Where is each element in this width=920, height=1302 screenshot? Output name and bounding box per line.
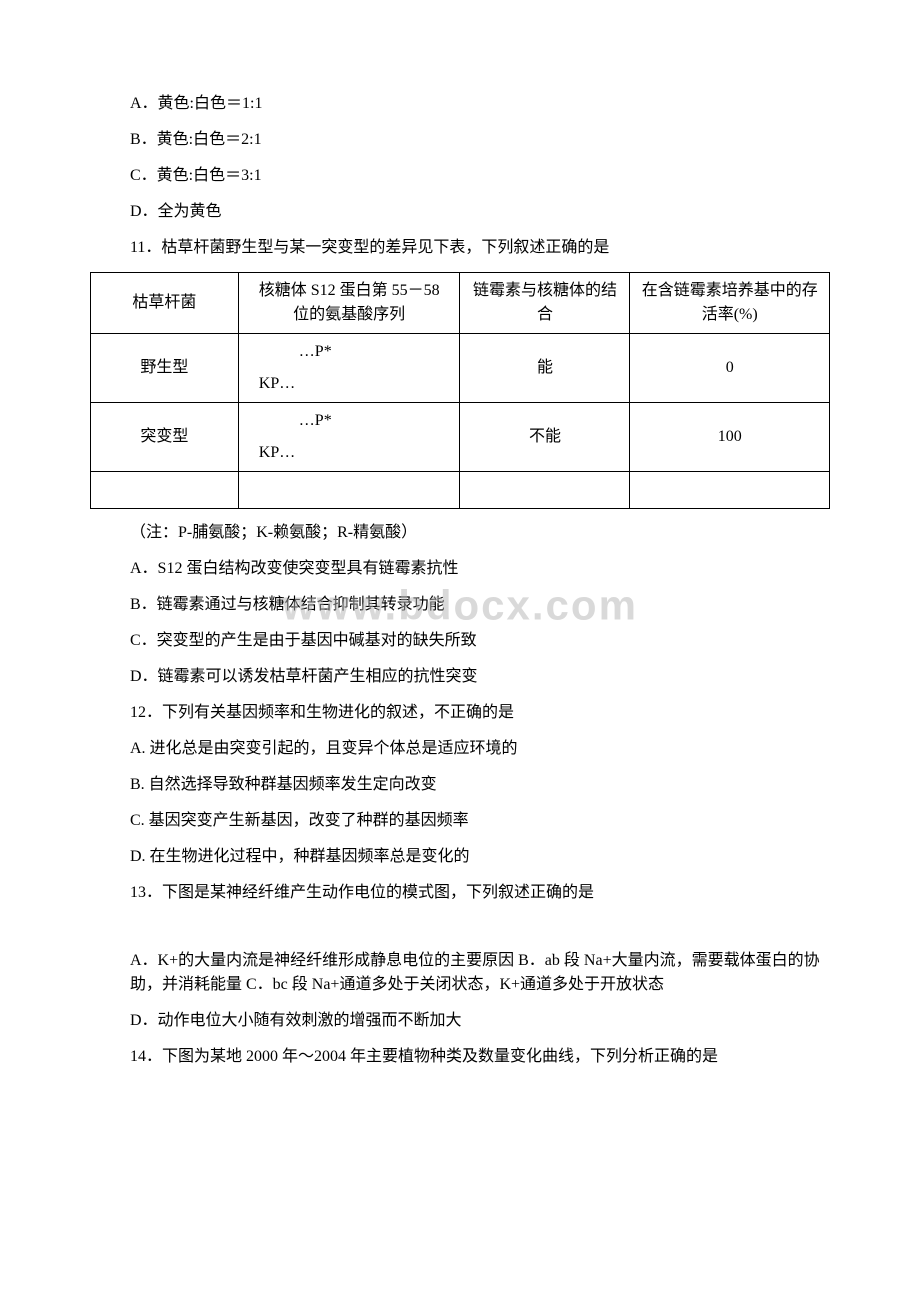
cell-r2c2b: KP… xyxy=(259,441,450,465)
cell-r1c2a: …P* xyxy=(299,340,450,364)
cell-r1c3: 能 xyxy=(460,334,630,403)
q12-option-a: A. 进化总是由突变引起的，且变异个体总是适应环境的 xyxy=(130,737,830,761)
q12-option-d: D. 在生物进化过程中，种群基因频率总是变化的 xyxy=(130,845,830,869)
q12-stem: 12．下列有关基因频率和生物进化的叙述，不正确的是 xyxy=(130,701,830,725)
table-row: 野生型 …P* KP… 能 0 xyxy=(91,334,830,403)
cell-r1c1: 野生型 xyxy=(91,334,239,403)
q11-option-a: A．S12 蛋白结构改变使突变型具有链霉素抗性 xyxy=(130,557,830,581)
cell-empty xyxy=(460,472,630,509)
table-header-row: 枯草杆菌 核糖体 S12 蛋白第 55－58 位的氨基酸序列 链霉素与核糖体的结… xyxy=(91,273,830,334)
q13-option-d: D．动作电位大小随有效刺激的增强而不断加大 xyxy=(130,1009,830,1033)
cell-r2c4: 100 xyxy=(630,403,830,472)
cell-r2c3: 不能 xyxy=(460,403,630,472)
th-1: 枯草杆菌 xyxy=(91,273,239,334)
q11-table: 枯草杆菌 核糖体 S12 蛋白第 55－58 位的氨基酸序列 链霉素与核糖体的结… xyxy=(90,272,830,509)
table-row-empty xyxy=(91,472,830,509)
q14-stem-text: 14．下图为某地 2000 年～2004 年主要植物种类及数量变化曲线，下列分析… xyxy=(130,1048,718,1065)
cell-r2c2: …P* KP… xyxy=(238,403,460,472)
cell-r1c2b: KP… xyxy=(259,372,450,396)
q12-option-b: B. 自然选择导致种群基因频率发生定向改变 xyxy=(130,773,830,797)
th-4: 在含链霉素培养基中的存活率(%) xyxy=(630,273,830,334)
cell-empty xyxy=(238,472,460,509)
q12-option-c: C. 基因突变产生新基因，改变了种群的基因频率 xyxy=(130,809,830,833)
th-3: 链霉素与核糖体的结合 xyxy=(460,273,630,334)
q10-option-b: B．黄色:白色＝2:1 xyxy=(130,128,830,152)
q11-option-c: C．突变型的产生是由于基因中碱基对的缺失所致 xyxy=(130,629,830,653)
cell-r2c1: 突变型 xyxy=(91,403,239,472)
q13-stem: 13．下图是某神经纤维产生动作电位的模式图，下列叙述正确的是 xyxy=(130,881,830,905)
th-2: 核糖体 S12 蛋白第 55－58 位的氨基酸序列 xyxy=(238,273,460,334)
q11-option-d: D．链霉素可以诱发枯草杆菌产生相应的抗性突变 xyxy=(130,665,830,689)
q10-option-d: D．全为黄色 xyxy=(130,200,830,224)
q14-stem: 14．下图为某地 2000 年～2004 年主要植物种类及数量变化曲线，下列分析… xyxy=(130,1045,830,1069)
table-row: 突变型 …P* KP… 不能 100 xyxy=(91,403,830,472)
q11-stem: 11．枯草杆菌野生型与某一突变型的差异见下表，下列叙述正确的是 xyxy=(130,236,830,260)
cell-empty xyxy=(91,472,239,509)
cell-r1c2: …P* KP… xyxy=(238,334,460,403)
cell-r1c4: 0 xyxy=(630,334,830,403)
q11-note: （注：P-脯氨酸；K-赖氨酸；R-精氨酸） xyxy=(130,521,830,545)
q13-para: A．K+的大量内流是神经纤维形成静息电位的主要原因 B．ab 段 Na+大量内流… xyxy=(130,949,830,997)
cell-r2c2a: …P* xyxy=(299,409,450,433)
q11-option-b: B．链霉素通过与核糖体结合抑制其转录功能 xyxy=(130,593,830,617)
q10-option-a: A．黄色:白色＝1:1 xyxy=(130,92,830,116)
q10-option-c: C．黄色:白色＝3:1 xyxy=(130,164,830,188)
cell-empty xyxy=(630,472,830,509)
